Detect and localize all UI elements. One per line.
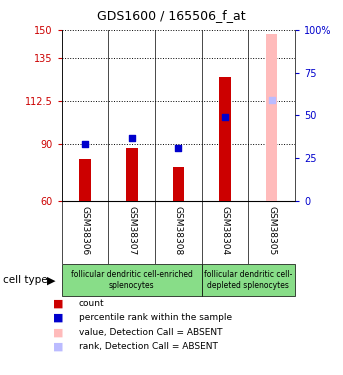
Bar (202, 264, 295, 296)
Bar (62, 264, 202, 296)
Text: GSM38306: GSM38306 (81, 206, 90, 255)
Text: follicular dendritic cell-
depleted splenocytes: follicular dendritic cell- depleted sple… (204, 270, 293, 290)
Bar (126, 147, 138, 201)
Text: GSM38308: GSM38308 (174, 206, 183, 255)
Point (222, 114, 228, 120)
Text: ■: ■ (53, 313, 64, 323)
Text: GDS1600 / 165506_f_at: GDS1600 / 165506_f_at (97, 9, 246, 22)
Text: count: count (79, 299, 105, 308)
Bar (219, 77, 231, 201)
Point (129, 135, 134, 141)
Text: ■: ■ (53, 327, 64, 337)
Text: ▶: ▶ (47, 275, 55, 285)
Point (269, 97, 274, 103)
Bar (79, 159, 91, 201)
Text: GSM38304: GSM38304 (221, 206, 229, 255)
Bar (266, 34, 277, 201)
Text: cell type: cell type (3, 275, 48, 285)
Point (176, 144, 181, 150)
Text: GSM38305: GSM38305 (267, 206, 276, 255)
Text: ■: ■ (53, 342, 64, 351)
Text: rank, Detection Call = ABSENT: rank, Detection Call = ABSENT (79, 342, 218, 351)
Text: GSM38307: GSM38307 (127, 206, 136, 255)
Point (82, 141, 88, 147)
Text: ■: ■ (53, 299, 64, 309)
Text: follicular dendritic cell-enriched
splenocytes: follicular dendritic cell-enriched splen… (71, 270, 193, 290)
Text: value, Detection Call = ABSENT: value, Detection Call = ABSENT (79, 328, 222, 337)
Text: percentile rank within the sample: percentile rank within the sample (79, 314, 232, 322)
Bar (173, 166, 184, 201)
